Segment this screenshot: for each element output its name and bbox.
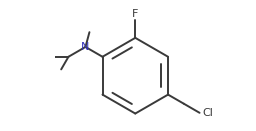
Text: Cl: Cl <box>202 108 213 118</box>
Text: N: N <box>81 42 90 52</box>
Text: F: F <box>132 9 138 19</box>
